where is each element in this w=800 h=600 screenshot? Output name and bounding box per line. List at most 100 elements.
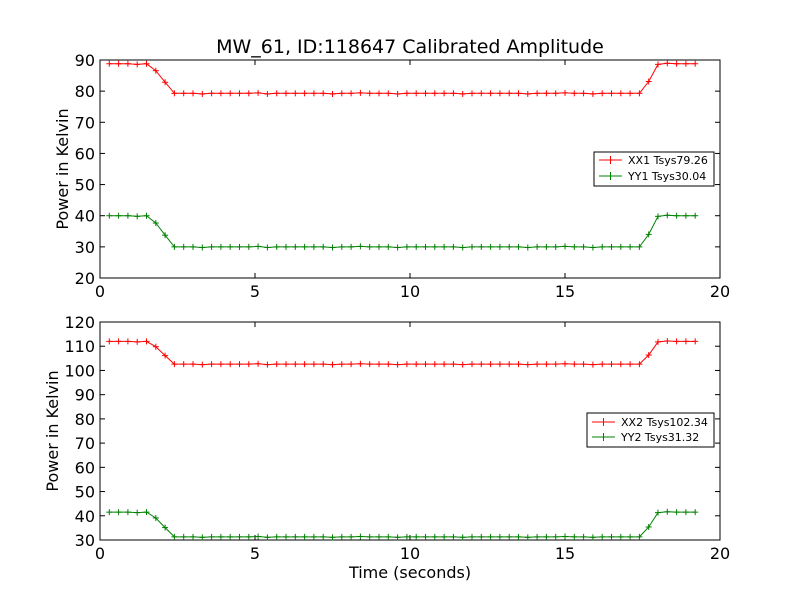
data-point-marker [217,243,224,250]
data-point-marker [589,361,596,368]
data-point-marker [552,90,559,97]
y-tick-label: 70 [75,434,95,453]
data-point-marker [310,243,317,250]
data-point-marker [199,361,206,368]
data-point-marker [459,244,466,251]
data-point-marker [608,361,615,368]
data-point-marker [478,361,485,368]
subplot-top-legend: XX1 Tsys79.26 YY1 Tsys30.04 [593,151,715,187]
x-tick-label: 0 [95,282,105,301]
data-point-marker [357,89,364,96]
data-point-marker [255,533,262,540]
data-point-marker [217,361,224,368]
data-point-marker [208,361,215,368]
data-point-marker [478,243,485,250]
data-point-marker [422,243,429,250]
data-point-marker [171,90,178,97]
data-point-marker [134,61,141,68]
data-point-marker [450,533,457,540]
y-tick-label: 80 [75,82,95,101]
data-point-marker [273,533,280,540]
data-point-marker [599,243,606,250]
data-point-marker [106,60,113,67]
subplot-bottom-ylabel: Power in Kelvin [43,370,62,491]
data-point-marker [441,533,448,540]
data-point-marker [255,360,262,367]
data-point-marker [655,213,661,220]
data-point-marker [487,90,494,97]
data-point-marker [124,509,131,516]
data-point-marker [571,90,578,97]
data-point-marker [273,361,280,368]
data-point-marker [199,534,206,541]
y-tick-label: 90 [75,386,95,405]
data-point-marker [385,361,392,368]
data-point-marker [589,90,596,97]
data-point-marker [227,90,234,97]
y-tick-label: 40 [75,207,95,226]
data-point-marker [692,338,699,345]
data-point-marker [534,533,541,540]
data-point-marker [422,533,429,540]
data-point-marker [106,212,113,219]
data-point-marker [506,533,513,540]
y-tick-label: 80 [75,410,95,429]
data-point-marker [190,361,196,368]
data-point-marker [459,90,466,97]
data-point-marker [450,361,457,368]
data-point-marker [627,533,634,540]
data-point-marker [320,361,327,368]
data-point-marker [645,78,652,85]
series-line-xx1 [109,62,696,95]
y-tick-label: 20 [75,269,95,288]
data-point-marker [255,89,262,96]
data-point-marker [208,90,215,97]
data-point-marker [366,243,373,250]
y-tick-label: 50 [75,176,95,195]
data-point-marker [236,90,243,97]
y-tick-label: 60 [75,458,95,477]
data-point-marker [403,361,410,368]
data-point-marker [441,243,448,250]
data-point-marker [645,231,652,238]
data-point-marker [617,243,624,250]
data-point-marker [599,90,606,97]
data-point-marker [617,533,624,540]
data-point-marker [329,244,336,251]
data-point-marker [636,361,643,368]
data-point-marker [143,338,150,345]
data-point-marker [543,243,550,250]
data-point-marker [515,533,522,540]
data-point-marker [255,243,262,250]
data-point-marker [376,90,382,97]
data-point-marker [655,61,661,68]
data-point-marker [487,533,494,540]
data-point-marker [450,90,457,97]
data-point-marker [682,212,689,219]
x-tick-label: 10 [400,544,420,563]
data-point-marker [627,90,634,97]
data-point-marker [320,533,327,540]
data-point-marker [366,361,373,368]
data-point-marker [190,243,196,250]
data-point-marker [217,533,224,540]
data-point-marker [134,509,141,516]
data-point-marker [413,533,420,540]
data-point-marker [385,243,392,250]
data-point-marker [180,533,187,540]
data-point-marker [534,243,541,250]
data-point-marker [115,509,122,516]
data-point-marker [394,90,401,97]
data-point-marker [534,90,541,97]
data-point-marker [524,361,531,368]
data-point-marker [580,243,587,250]
data-point-marker [143,212,150,219]
data-point-marker [655,509,661,516]
data-point-marker [310,90,317,97]
data-point-marker [124,338,131,345]
data-point-marker [217,90,224,97]
x-tick-label: 20 [710,544,730,563]
data-point-marker [562,533,568,540]
data-point-marker [571,533,578,540]
x-tick-label: 0 [95,544,105,563]
